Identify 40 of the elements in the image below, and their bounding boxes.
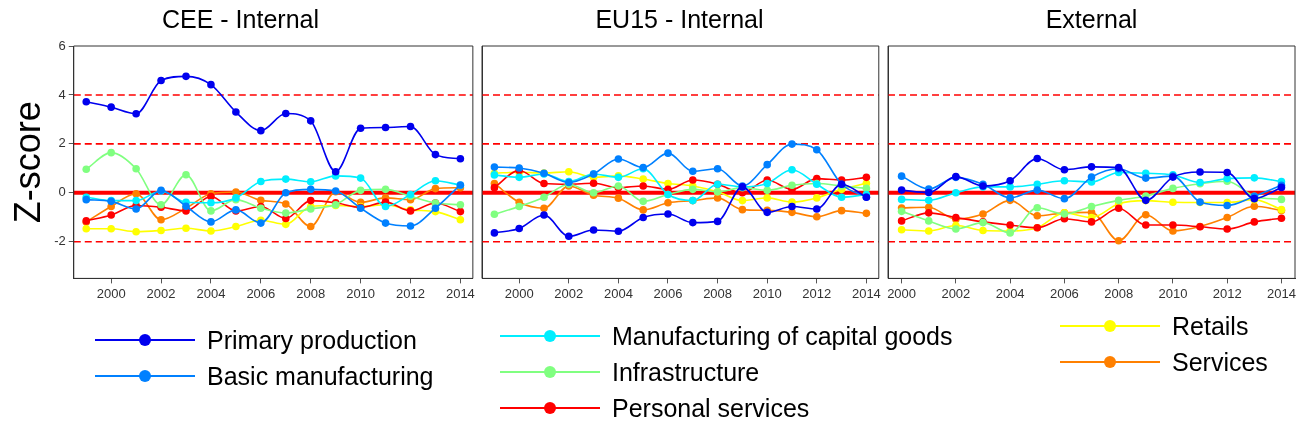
x-tick-label: 2008 (703, 285, 733, 301)
x-tick-label: 2006 (1049, 285, 1079, 301)
x-tick-label: 2000 (887, 285, 917, 301)
y-tick-label: 0 (58, 184, 66, 200)
x-tick-label: 2010 (752, 285, 782, 301)
y-tick-label: 6 (58, 37, 66, 53)
x-tick-label: 2012 (396, 285, 425, 301)
y-tick-label: 4 (58, 86, 66, 102)
x-tick-label: 2014 (851, 285, 881, 301)
y-tick-label: 2 (58, 135, 66, 151)
y-axis-title: Z-score (6, 101, 48, 224)
legend-label: Retails (1172, 311, 1249, 341)
chart-title: CEE - Internal (161, 4, 320, 33)
x-tick-label: 2012 (1212, 285, 1242, 301)
legend-label: Basic manufacturing (207, 361, 434, 391)
x-tick-label: 2000 (504, 285, 534, 301)
x-tick-label: 2010 (346, 285, 376, 301)
chart-title: External (1045, 4, 1138, 33)
x-tick-label: 2000 (96, 285, 126, 301)
x-tick-label: 2006 (653, 285, 683, 301)
x-tick-label: 2004 (603, 285, 633, 301)
legend-label: Personal services (612, 393, 810, 423)
y-tick-label: -2 (54, 233, 66, 249)
x-tick-label: 2008 (296, 285, 326, 301)
x-tick-label: 2002 (554, 285, 584, 301)
legend-label: Primary production (207, 325, 417, 355)
x-tick-label: 2012 (802, 285, 832, 301)
x-tick-label: 2002 (941, 285, 971, 301)
x-tick-label: 2002 (146, 285, 176, 301)
x-tick-label: 2014 (1266, 285, 1296, 301)
x-tick-label: 2010 (1158, 285, 1188, 301)
legend-label: Manufacturing of capital goods (612, 321, 953, 351)
x-tick-label: 2004 (995, 285, 1025, 301)
x-tick-label: 2014 (445, 285, 475, 301)
legend-label: Services (1172, 347, 1268, 377)
x-tick-label: 2008 (1104, 285, 1134, 301)
legend-label: Infrastructure (612, 357, 760, 387)
x-tick-label: 2004 (196, 285, 226, 301)
x-tick-label: 2006 (246, 285, 276, 301)
chart-title: EU15 - Internal (595, 4, 764, 33)
